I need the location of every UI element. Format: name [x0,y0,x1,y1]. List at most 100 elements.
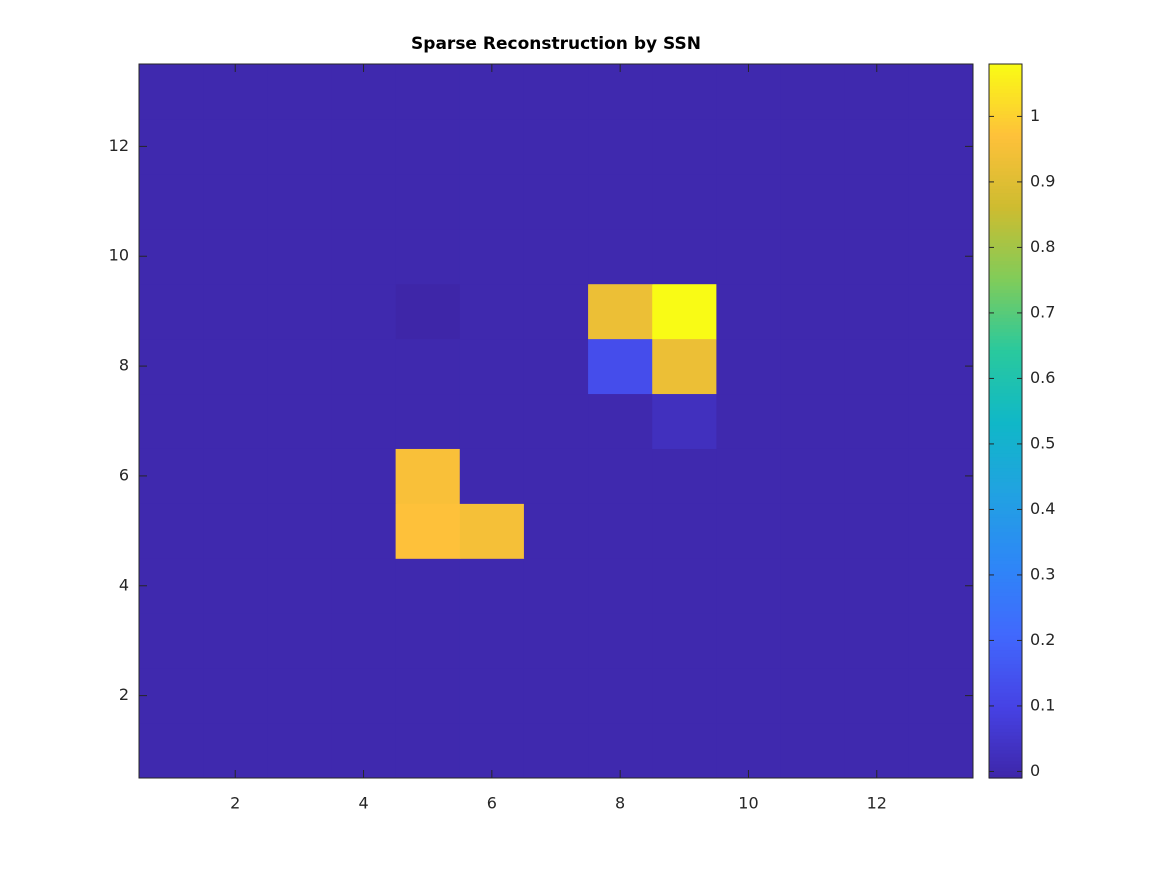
colorbar-slice [989,328,1022,333]
colorbar-slice [989,717,1022,722]
colorbar-slice [989,656,1022,661]
heatmap-cell [139,338,204,395]
heatmap-cell [139,668,204,724]
colorbar-slice [989,688,1022,693]
colorbar-slice [989,374,1022,379]
heatmap-cell [716,118,782,175]
colorbar-slice [989,588,1022,593]
heatmap-cell [523,228,589,285]
heatmap-cell [844,448,910,504]
colorbar-slice [989,342,1022,347]
heatmap-cell [459,118,525,175]
heatmap-cell [652,228,717,285]
heatmap-cell [523,173,589,230]
heatmap-cell [267,448,332,504]
heatmap-cell [652,668,717,724]
colorbar-slice [989,610,1022,615]
colorbar-slice [989,231,1022,236]
heatmap-cell [523,723,589,779]
colorbar-slice [989,360,1022,365]
colorbar-slice [989,403,1022,408]
colorbar-slice [989,181,1022,186]
colorbar-slice [989,106,1022,112]
colorbar-slice [989,417,1022,422]
heatmap-cell [780,558,846,614]
heatmap-cell [139,228,204,285]
heatmap-cell [652,64,717,120]
colorbar-slice [989,635,1022,640]
colorbar-slice [989,210,1022,215]
colorbar-slice [989,713,1022,718]
heatmap-cell [331,668,397,724]
heatmap-cell [588,118,653,175]
colorbar-slice [989,317,1022,322]
heatmap-cell [203,338,268,395]
colorbar-slice [989,488,1022,493]
heatmap-cell [780,118,846,175]
colorbar-slice [989,749,1022,754]
heatmap-cell [652,393,717,449]
colorbar-slice [989,503,1022,508]
colorbar-slice [989,235,1022,240]
colorbar-slice [989,453,1022,458]
colorbar-slice [989,628,1022,633]
colorbar-slice [989,385,1022,390]
heatmap-cell [716,228,782,285]
colorbar-slice [989,110,1022,115]
colorbar-slice [989,367,1022,372]
heatmap-cell [844,558,910,614]
colorbar-slice [989,513,1022,518]
colorbar-slice [989,206,1022,211]
heatmap-cell [780,393,846,449]
colorbar-slice [989,442,1022,447]
heatmap-cell [716,393,782,449]
colorbar-slice [989,171,1022,176]
heatmap-cell [203,64,268,120]
heatmap-cell [780,448,846,504]
heatmap-cell [331,283,397,340]
colorbar-slice [989,638,1022,643]
y-tick-label: 10 [109,246,129,265]
colorbar-slice [989,142,1022,147]
heatmap-cell [588,448,653,504]
heatmap-cell [395,64,461,120]
colorbar-slice [989,531,1022,536]
heatmap-cell [780,613,846,669]
heatmap-cell [588,723,653,779]
colorbar-slice [989,81,1022,87]
heatmap-cell [652,558,717,614]
colorbar-slice [989,724,1022,729]
colorbar-slice [989,421,1022,426]
colorbar-slice [989,392,1022,397]
colorbar-slice [989,174,1022,179]
colorbar-slice [989,263,1022,269]
heatmap-cell [652,448,717,504]
colorbar-slice [989,524,1022,529]
heatmap-cell [588,613,653,669]
colorbar-slice [989,438,1022,444]
heatmap-cell [908,338,974,395]
colorbar-slice [989,242,1022,247]
x-tick-label: 6 [487,794,497,813]
colorbar-slice [989,681,1022,686]
heatmap-cell [203,448,268,504]
heatmap-cell [716,283,782,340]
heatmap-cell [267,668,332,724]
heatmap-cell [267,338,332,395]
heatmap-cell [523,64,589,120]
colorbar-slice [989,617,1022,622]
colorbar-slice [989,560,1022,565]
colorbar-slice [989,670,1022,676]
heatmap-cell [203,668,268,724]
chart-title: Sparse Reconstruction by SSN [411,34,701,54]
heatmap-cell [780,228,846,285]
colorbar-slice [989,124,1022,129]
colorbar-slice [989,296,1022,301]
heatmap-cell [716,668,782,724]
colorbar-slice [989,481,1022,486]
heatmap-cell [139,173,204,230]
heatmap-cell [267,613,332,669]
heatmap-cell [395,668,461,724]
colorbar-slice [989,346,1022,351]
